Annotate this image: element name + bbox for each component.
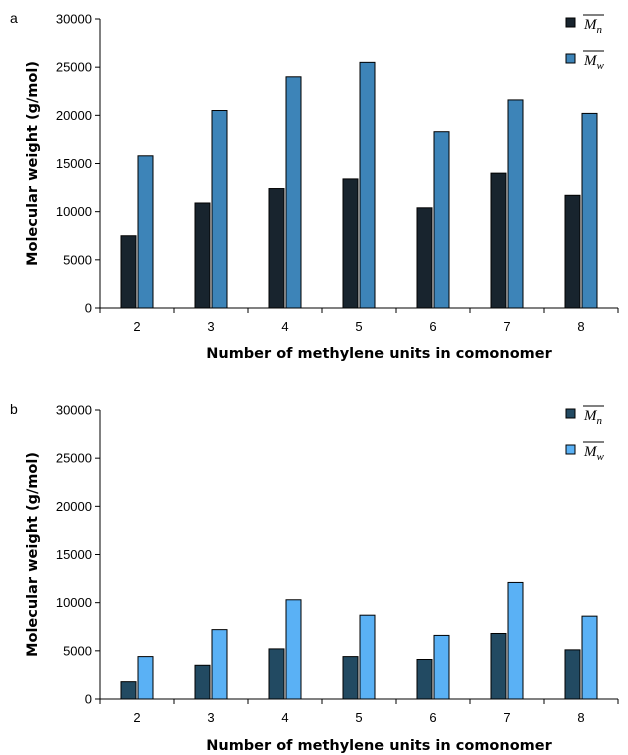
x-tick-label: 4 — [281, 319, 288, 334]
bar-mn-8 — [564, 194, 581, 309]
bar-mn-5 — [342, 178, 359, 309]
legend-swatch-mn — [565, 408, 576, 419]
bar-mn-3 — [194, 664, 211, 700]
panel-label: a — [10, 10, 18, 26]
y-tick-label: 0 — [85, 692, 92, 707]
bar-mw-2 — [137, 656, 154, 700]
y-tick-label: 5000 — [63, 252, 92, 267]
legend-swatch-mn — [565, 17, 576, 28]
legend-label-mw: Mw — [583, 444, 605, 463]
bar-mw-6 — [433, 634, 450, 700]
y-tick-label: 15000 — [56, 156, 92, 171]
legend-label-main: M — [583, 17, 598, 33]
y-tick-label: 20000 — [56, 108, 92, 123]
bar-mn-7 — [490, 172, 507, 309]
y-tick-label: 10000 — [56, 595, 92, 610]
bar-mw-7 — [507, 581, 524, 700]
x-tick-label: 5 — [355, 710, 362, 725]
bar-mn-4 — [268, 188, 285, 309]
y-tick-label: 10000 — [56, 204, 92, 219]
x-tick-label: 7 — [503, 319, 510, 334]
bar-mn-8 — [564, 649, 581, 700]
y-axis-title: Molecular weight (g/mol) — [25, 61, 41, 266]
y-tick-label: 30000 — [56, 12, 92, 27]
y-axis-title: Molecular weight (g/mol) — [25, 452, 41, 657]
bar-mw-5 — [359, 61, 376, 309]
x-tick-label: 6 — [429, 710, 436, 725]
legend-label-mw: Mw — [583, 53, 605, 72]
x-tick-label: 8 — [577, 710, 584, 725]
y-tick-label: 25000 — [56, 60, 92, 75]
y-tick-label: 15000 — [56, 547, 92, 562]
legend-swatch-mw — [565, 53, 576, 64]
bar-mw-8 — [581, 615, 598, 700]
bar-mw-8 — [581, 112, 598, 309]
bar-mw-4 — [285, 599, 302, 700]
bar-mn-5 — [342, 656, 359, 700]
chart-panel-b: b 0 5000 10000 15000 20000 25000 30000 2 3 4 5 6 7 8 Nu… — [10, 401, 619, 754]
legend-label-main: M — [583, 444, 598, 460]
bar-mn-4 — [268, 648, 285, 700]
bar-mw-3 — [211, 629, 228, 700]
legend-label-subscript: n — [597, 415, 603, 427]
bar-mn-2 — [120, 681, 137, 700]
x-tick-label: 3 — [207, 319, 214, 334]
x-axis-title: Number of methylene units in comonomer — [206, 738, 552, 754]
bar-mw-7 — [507, 99, 524, 309]
y-tick-label: 25000 — [56, 451, 92, 466]
bar-mw-4 — [285, 76, 302, 309]
y-tick-label: 30000 — [56, 403, 92, 418]
x-tick-label: 3 — [207, 710, 214, 725]
x-tick-label: 5 — [355, 319, 362, 334]
y-tick-label: 20000 — [56, 499, 92, 514]
x-axis-title: Number of methylene units in comonomer — [206, 346, 552, 362]
x-tick-label: 7 — [503, 710, 510, 725]
bar-mn-6 — [416, 207, 433, 309]
bar-mn-3 — [194, 202, 211, 309]
x-tick-label: 2 — [133, 319, 140, 334]
legend-label-mn: Mn — [583, 17, 603, 36]
bar-mw-3 — [211, 110, 228, 309]
panel-label: b — [10, 401, 18, 417]
x-tick-label: 8 — [577, 319, 584, 334]
legend-label-main: M — [583, 53, 598, 69]
bar-mn-6 — [416, 659, 433, 700]
legend-label-subscript: w — [597, 451, 605, 463]
legend-label-main: M — [583, 408, 598, 424]
legend-label-subscript: n — [597, 24, 603, 36]
x-tick-label: 4 — [281, 710, 288, 725]
x-tick-label: 2 — [133, 710, 140, 725]
bar-mw-5 — [359, 614, 376, 700]
y-tick-label: 0 — [85, 301, 92, 316]
bar-mn-7 — [490, 632, 507, 700]
legend-label-mn: Mn — [583, 408, 603, 427]
x-tick-label: 6 — [429, 319, 436, 334]
bar-mw-2 — [137, 155, 154, 309]
bar-mn-2 — [120, 235, 137, 309]
legend-swatch-mw — [565, 444, 576, 455]
bar-mw-6 — [433, 131, 450, 309]
y-tick-label: 5000 — [63, 643, 92, 658]
legend-label-subscript: w — [597, 60, 605, 72]
chart-panel-a: a 0 5000 10000 15000 20000 25000 30000 2 3 4 5 6 7 8 Nu… — [10, 10, 619, 362]
